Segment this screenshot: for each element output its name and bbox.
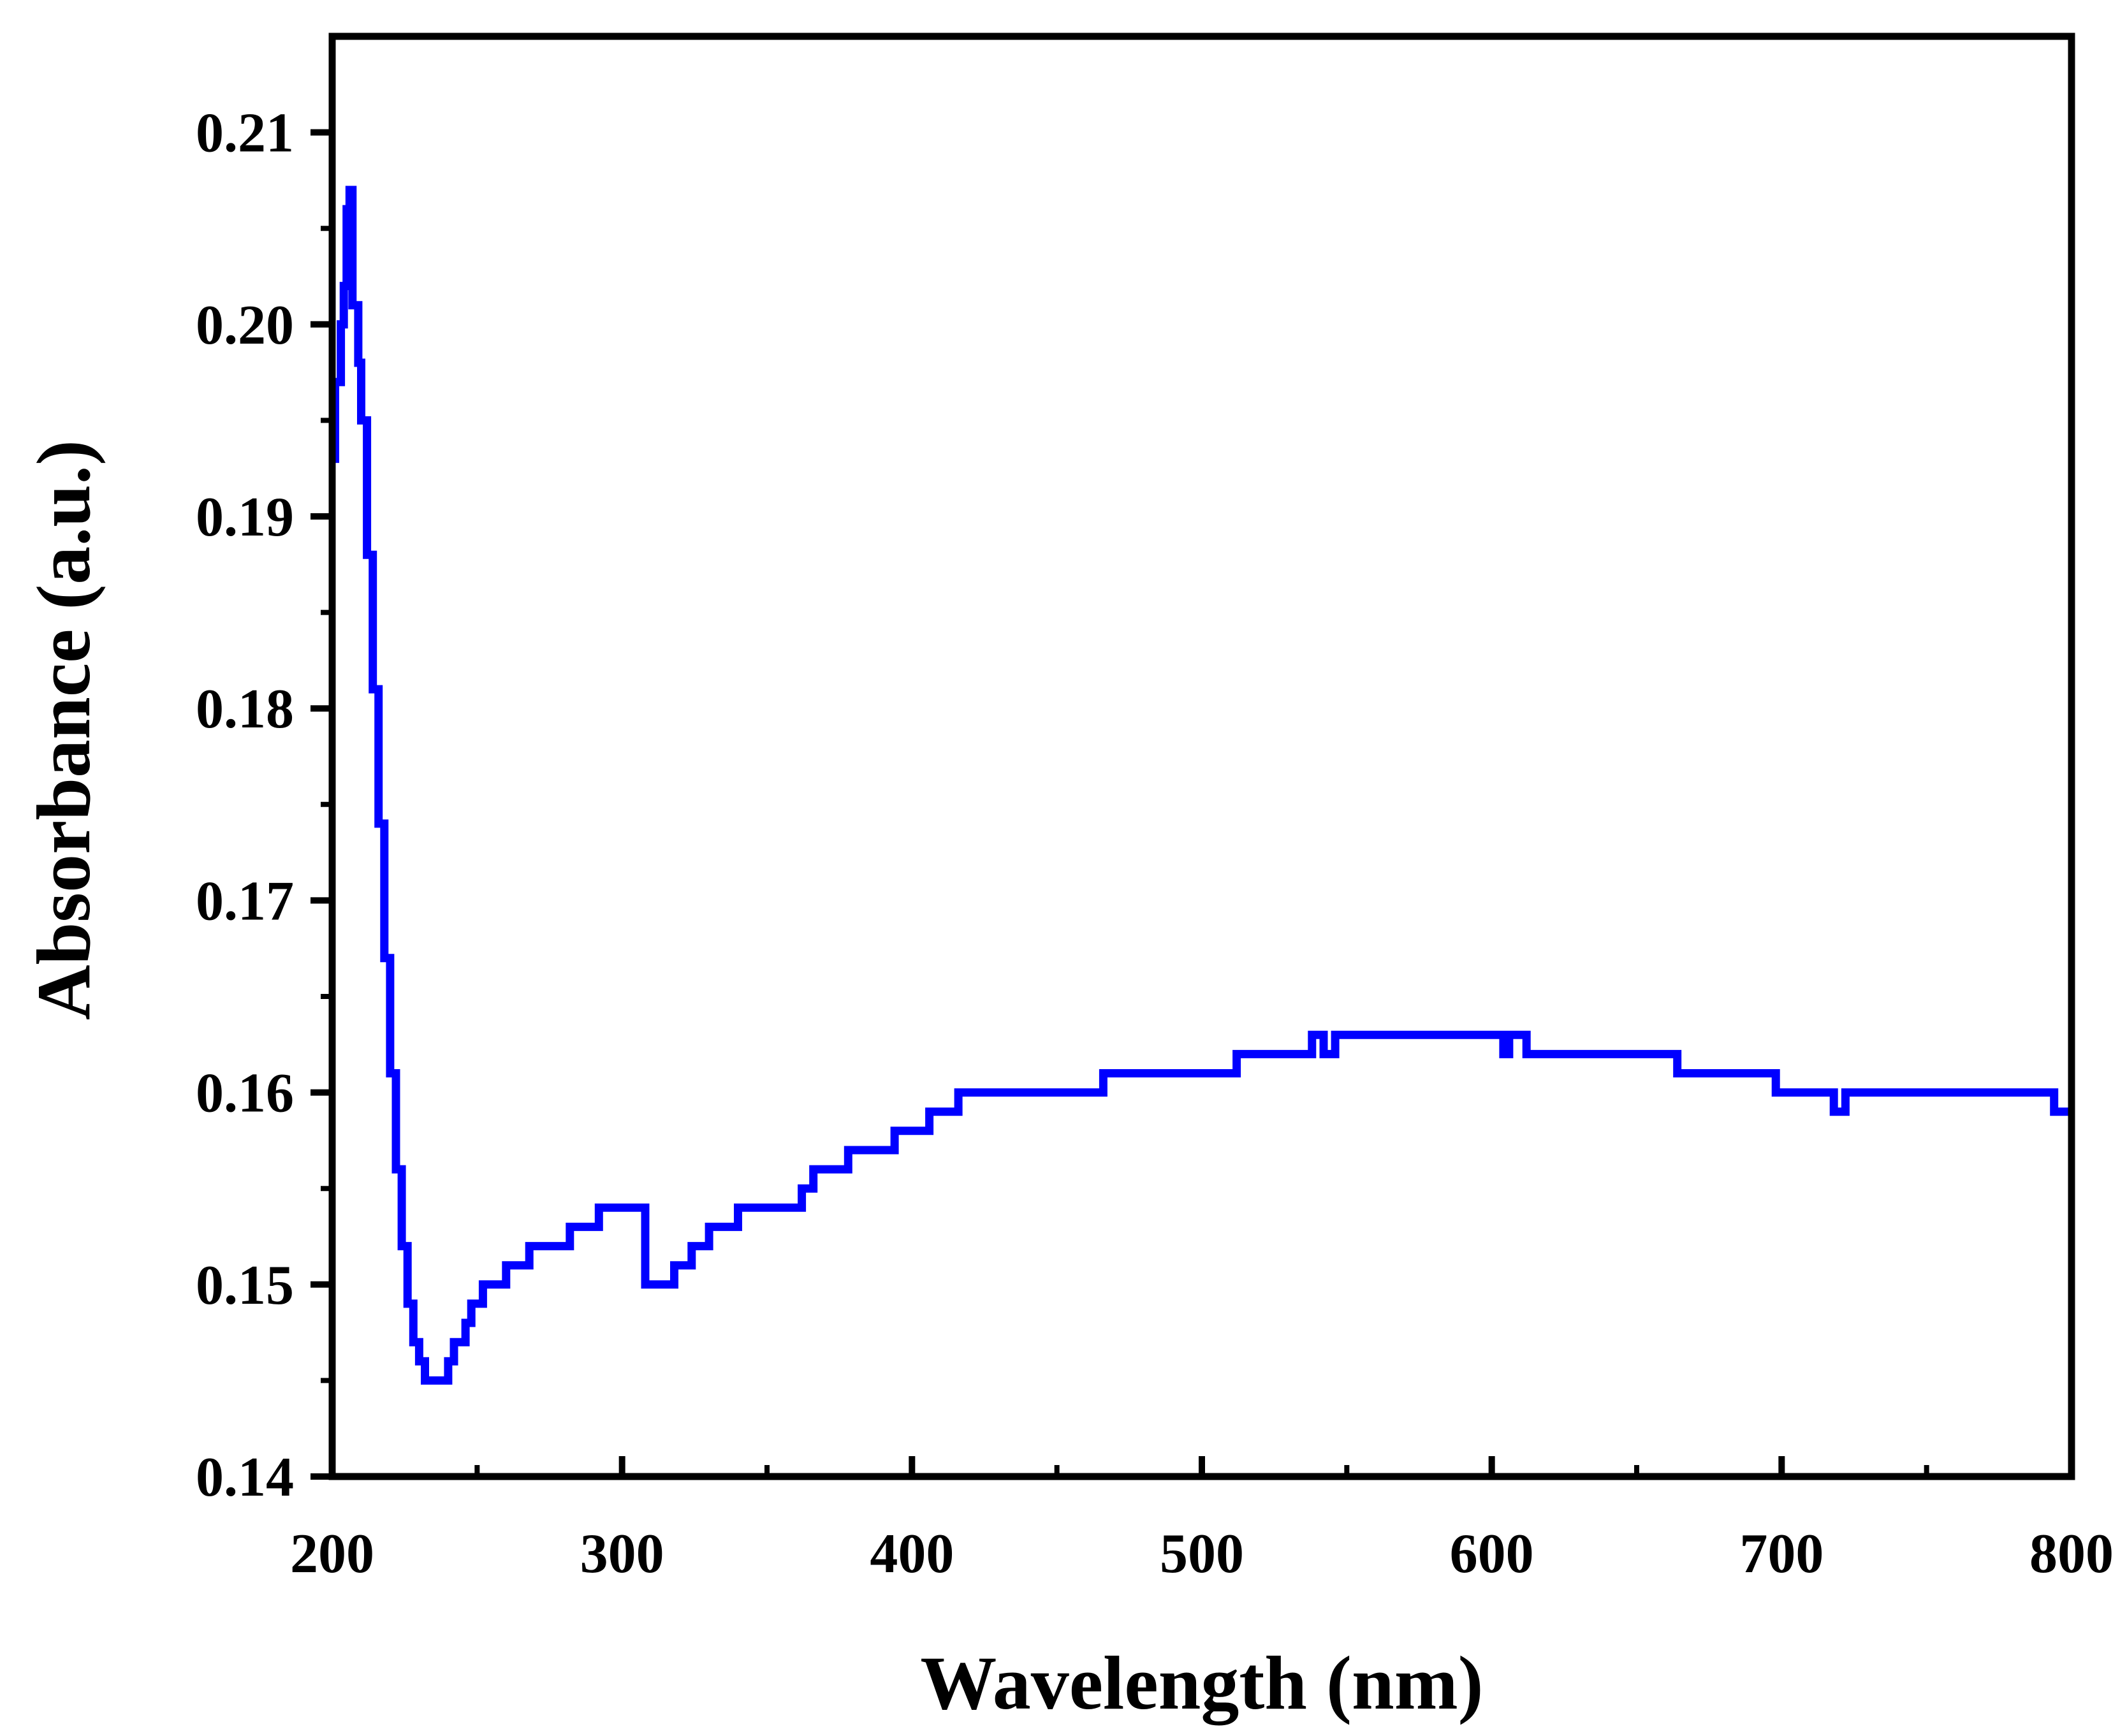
y-tick-label: 0.18 xyxy=(196,678,294,740)
x-tick-label: 500 xyxy=(1160,1523,1244,1585)
y-axis-title: Absorbance (a.u.) xyxy=(21,440,106,1020)
y-tick-label: 0.17 xyxy=(196,870,294,932)
x-tick-label: 400 xyxy=(870,1523,954,1585)
y-tick-label: 0.15 xyxy=(196,1255,294,1317)
absorbance-line xyxy=(331,186,2072,1385)
x-tick-label: 800 xyxy=(2029,1523,2114,1585)
y-tick-label: 0.19 xyxy=(196,486,294,548)
plot-frame xyxy=(328,33,2075,1480)
labels-layer: 200 300 400 500 600 700 800 0.14 0.15 0.16 0.17 0.1… xyxy=(196,103,2114,1585)
y-tick-label: 0.20 xyxy=(196,295,294,356)
series-layer xyxy=(331,186,2072,1385)
x-tick-label: 300 xyxy=(580,1523,664,1585)
y-tick-label: 0.16 xyxy=(196,1063,294,1125)
x-tick-label: 700 xyxy=(1739,1523,1824,1585)
x-tick-label: 600 xyxy=(1450,1523,1534,1585)
ticks-layer xyxy=(311,129,2075,1480)
y-tick-label: 0.21 xyxy=(196,103,294,164)
y-tick-label: 0.14 xyxy=(196,1447,294,1508)
x-tick-label: 200 xyxy=(290,1523,374,1585)
x-axis-title: Wavelength (nm) xyxy=(920,1640,1483,1726)
